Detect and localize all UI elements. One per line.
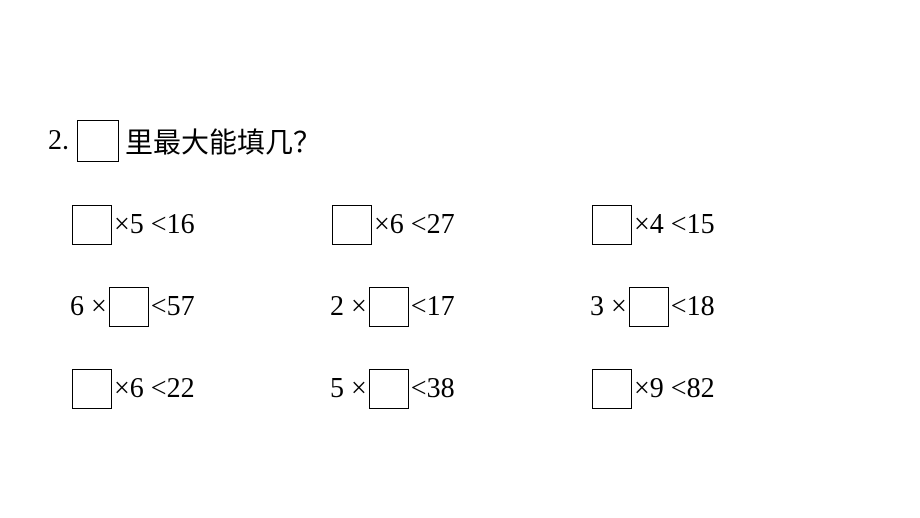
expr-suffix: ×6 <27 [374,209,455,241]
blank-box[interactable] [109,287,149,327]
question-text: 里最大能填几？ [125,121,321,161]
exercise-grid: ×5 <16 ×6 <27 ×4 <15 6 × <57 2 × <17 3 ×… [70,205,850,409]
expression: ×6 <27 [330,205,590,245]
expression: ×4 <15 [590,205,850,245]
expr-suffix: <38 [411,373,455,405]
title-blank-box [77,120,119,162]
blank-box[interactable] [369,369,409,409]
expr-prefix: 2 × [330,291,367,323]
expression: ×5 <16 [70,205,330,245]
expr-suffix: ×9 <82 [634,373,715,405]
expr-suffix: ×5 <16 [114,209,195,241]
expr-suffix: ×6 <22 [114,373,195,405]
blank-box[interactable] [72,369,112,409]
blank-box[interactable] [332,205,372,245]
blank-box[interactable] [629,287,669,327]
expr-suffix: ×4 <15 [634,209,715,241]
expression: 3 × <18 [590,287,850,327]
expr-prefix: 3 × [590,291,627,323]
blank-box[interactable] [592,205,632,245]
expression: ×9 <82 [590,369,850,409]
expr-suffix: <17 [411,291,455,323]
expression: 2 × <17 [330,287,590,327]
expr-prefix: 5 × [330,373,367,405]
expression: 6 × <57 [70,287,330,327]
expression: ×6 <22 [70,369,330,409]
question-number: 2. [48,125,69,157]
blank-box[interactable] [369,287,409,327]
question-header: 2. 里最大能填几？ [48,120,321,162]
blank-box[interactable] [72,205,112,245]
expr-suffix: <57 [151,291,195,323]
expr-suffix: <18 [671,291,715,323]
expr-prefix: 6 × [70,291,107,323]
expression: 5 × <38 [330,369,590,409]
blank-box[interactable] [592,369,632,409]
